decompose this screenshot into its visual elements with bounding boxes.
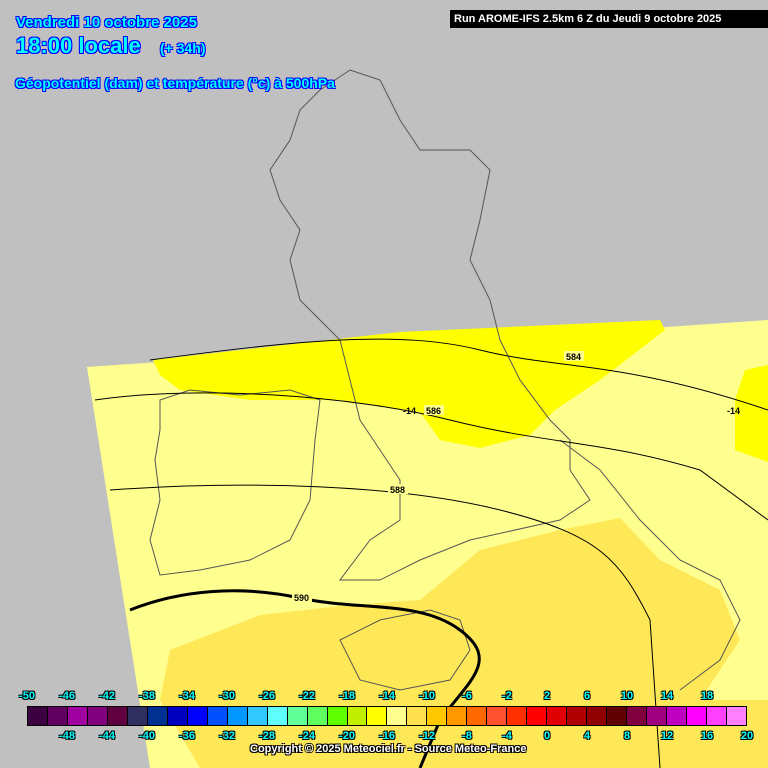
legend-swatch [607,707,628,725]
legend-swatch [527,707,548,725]
model-run-banner: Run AROME-IFS 2.5km 6 Z du Jeudi 9 octob… [450,10,768,28]
legend-swatch [507,707,528,725]
legend-label-top: -18 [339,690,355,702]
legend-label-top: 2 [543,690,551,702]
legend-label-top: 18 [700,690,714,702]
legend-label-bottom: 4 [583,730,591,742]
legend-label-top: -2 [502,690,512,702]
legend-label-bottom: -20 [339,730,355,742]
legend-label-bottom: 0 [543,730,551,742]
legend-swatch [307,707,328,725]
legend-label-bottom: -32 [219,730,235,742]
legend-swatch [167,707,188,725]
legend-swatch [387,707,408,725]
legend-swatch [287,707,308,725]
legend-swatch [127,707,148,725]
legend-label-top: 14 [660,690,674,702]
legend-swatch [587,707,608,725]
legend-label-top: -46 [59,690,75,702]
legend-label-bottom: -8 [462,730,472,742]
legend-swatch [327,707,348,725]
temperature-color-legend [27,706,747,726]
temperature-label-minus14-east: -14 [727,406,740,416]
legend-swatch [726,707,746,725]
legend-swatch [447,707,468,725]
geopotential-contours [94,338,768,768]
legend-label-top: -22 [299,690,315,702]
contour-labels: 584 586 588 590 -14 -14 [292,351,740,603]
legend-label-bottom: -36 [179,730,195,742]
legend-swatch [427,707,448,725]
legend-swatch [28,707,48,725]
legend-label-bottom: 16 [700,730,714,742]
legend-label-bottom: -4 [502,730,512,742]
legend-label-bottom: -24 [299,730,315,742]
contour-label-590: 590 [294,593,309,603]
legend-swatch [567,707,588,725]
legend-label-top: 6 [583,690,591,702]
legend-swatch [247,707,268,725]
legend-label-top: -34 [179,690,195,702]
legend-label-bottom: -16 [379,730,395,742]
temperature-region-minus16 [153,320,665,448]
legend-label-top: -14 [379,690,395,702]
legend-swatch [227,707,248,725]
legend-label-top: -42 [99,690,115,702]
legend-swatch [647,707,667,725]
legend-swatch [487,707,508,725]
legend-swatch [107,707,128,725]
legend-swatch [47,707,68,725]
legend-swatch [367,707,388,725]
legend-label-top: -30 [219,690,235,702]
legend-swatch [347,707,368,725]
legend-swatch [686,707,707,725]
legend-label-bottom: 20 [740,730,754,742]
legend-label-bottom: 12 [660,730,674,742]
forecast-time: 18:00 locale [16,33,141,58]
legend-label-bottom: -40 [139,730,155,742]
legend-swatch [667,707,687,725]
legend-swatch [547,707,568,725]
legend-label-bottom: -12 [419,730,435,742]
contour-label-586: 586 [426,406,441,416]
forecast-date: Vendredi 10 octobre 2025 [16,14,197,31]
legend-label-bottom: -28 [259,730,275,742]
contour-590 [129,589,481,768]
legend-swatch [87,707,108,725]
legend-swatch [627,707,648,725]
legend-swatch [147,707,168,725]
legend-label-top: -10 [419,690,435,702]
legend-swatch [706,707,727,725]
temperature-label-minus14: -14 [403,406,416,416]
legend-swatch [67,707,88,725]
contour-label-584: 584 [566,352,581,362]
legend-label-top: 10 [620,690,634,702]
contour-584 [149,338,768,411]
parameter-title: Géopotentiel (dam) et température (°c) à… [15,75,335,91]
copyright: Copyright © 2025 Meteociel.fr - Source M… [250,743,527,755]
legend-label-top: -38 [139,690,155,702]
temperature-region-minus12 [160,518,768,768]
legend-swatch [187,707,208,725]
legend-label-top: -6 [462,690,472,702]
legend-swatch [267,707,288,725]
forecast-lead-time: (+ 34h) [160,40,206,56]
legend-label-top: -50 [19,690,35,702]
legend-swatch [467,707,488,725]
legend-label-top: -26 [259,690,275,702]
contour-586 [94,392,768,521]
temperature-region-minus16-east [735,365,768,462]
legend-label-bottom: 8 [623,730,631,742]
legend-swatch [407,707,428,725]
contour-588 [109,484,661,768]
coastlines [149,69,741,691]
legend-swatch [207,707,228,725]
legend-label-bottom: -48 [59,730,75,742]
legend-label-bottom: -44 [99,730,115,742]
contour-label-588: 588 [390,485,405,495]
